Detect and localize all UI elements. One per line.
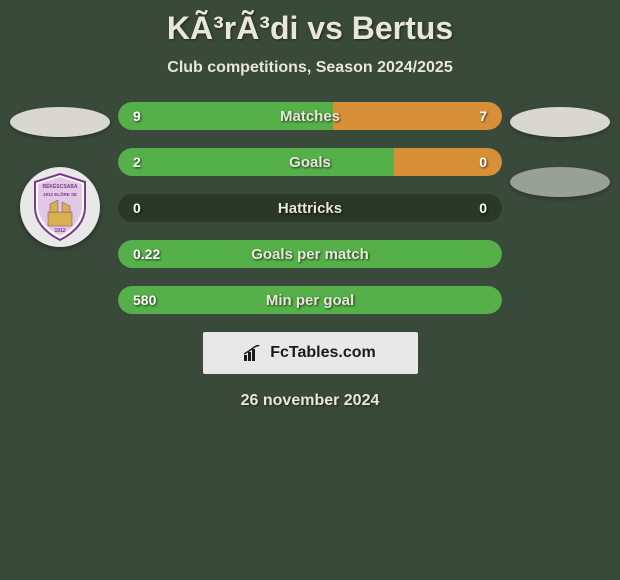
right-column [510,102,610,314]
player-ellipse-left [10,107,110,137]
bar-fill-left [118,148,394,176]
left-column: BÉKÉSCSABA 1912 ELŐRE SE 1912 [10,102,110,314]
chart-icon [244,345,264,361]
bar-label: Matches [280,108,340,125]
stat-bar-hattricks: 0 Hattricks 0 [118,194,502,222]
fctables-label: FcTables.com [270,344,376,362]
club-badge-left: BÉKÉSCSABA 1912 ELŐRE SE 1912 [20,167,100,247]
bar-value-left: 0.22 [133,246,160,262]
bar-label: Hattricks [278,200,342,217]
player-ellipse-right-2 [510,167,610,197]
bars-column: 9 Matches 7 2 Goals 0 0 Hattricks 0 0.22 [118,102,502,314]
fctables-watermark: FcTables.com [203,332,418,374]
stat-bar-mpg: 580 Min per goal [118,286,502,314]
main-container: KÃ³rÃ³di vs Bertus Club competitions, Se… [0,0,620,410]
stat-bar-goals: 2 Goals 0 [118,148,502,176]
bar-value-right: 0 [479,154,487,170]
bar-fill-right [333,102,502,130]
bar-value-left: 580 [133,292,156,308]
bar-value-right: 0 [479,200,487,216]
svg-text:1912: 1912 [54,228,65,234]
badge-text-mid: 1912 ELŐRE SE [43,191,77,197]
page-title: KÃ³rÃ³di vs Bertus [0,10,620,47]
date-label: 26 november 2024 [0,392,620,410]
bar-label: Goals [289,154,331,171]
bar-value-right: 7 [479,108,487,124]
bar-label: Min per goal [266,292,354,309]
bar-value-left: 0 [133,200,141,216]
subtitle: Club competitions, Season 2024/2025 [0,59,620,77]
bar-value-left: 9 [133,108,141,124]
bar-value-left: 2 [133,154,141,170]
stat-bar-matches: 9 Matches 7 [118,102,502,130]
player-ellipse-right-1 [510,107,610,137]
stat-bar-gpm: 0.22 Goals per match [118,240,502,268]
badge-text-top: BÉKÉSCSABA [42,182,77,190]
comparison-area: BÉKÉSCSABA 1912 ELŐRE SE 1912 9 Matches … [0,102,620,314]
shield-icon: BÉKÉSCSABA 1912 ELŐRE SE 1912 [30,172,90,242]
bar-label: Goals per match [251,246,369,263]
